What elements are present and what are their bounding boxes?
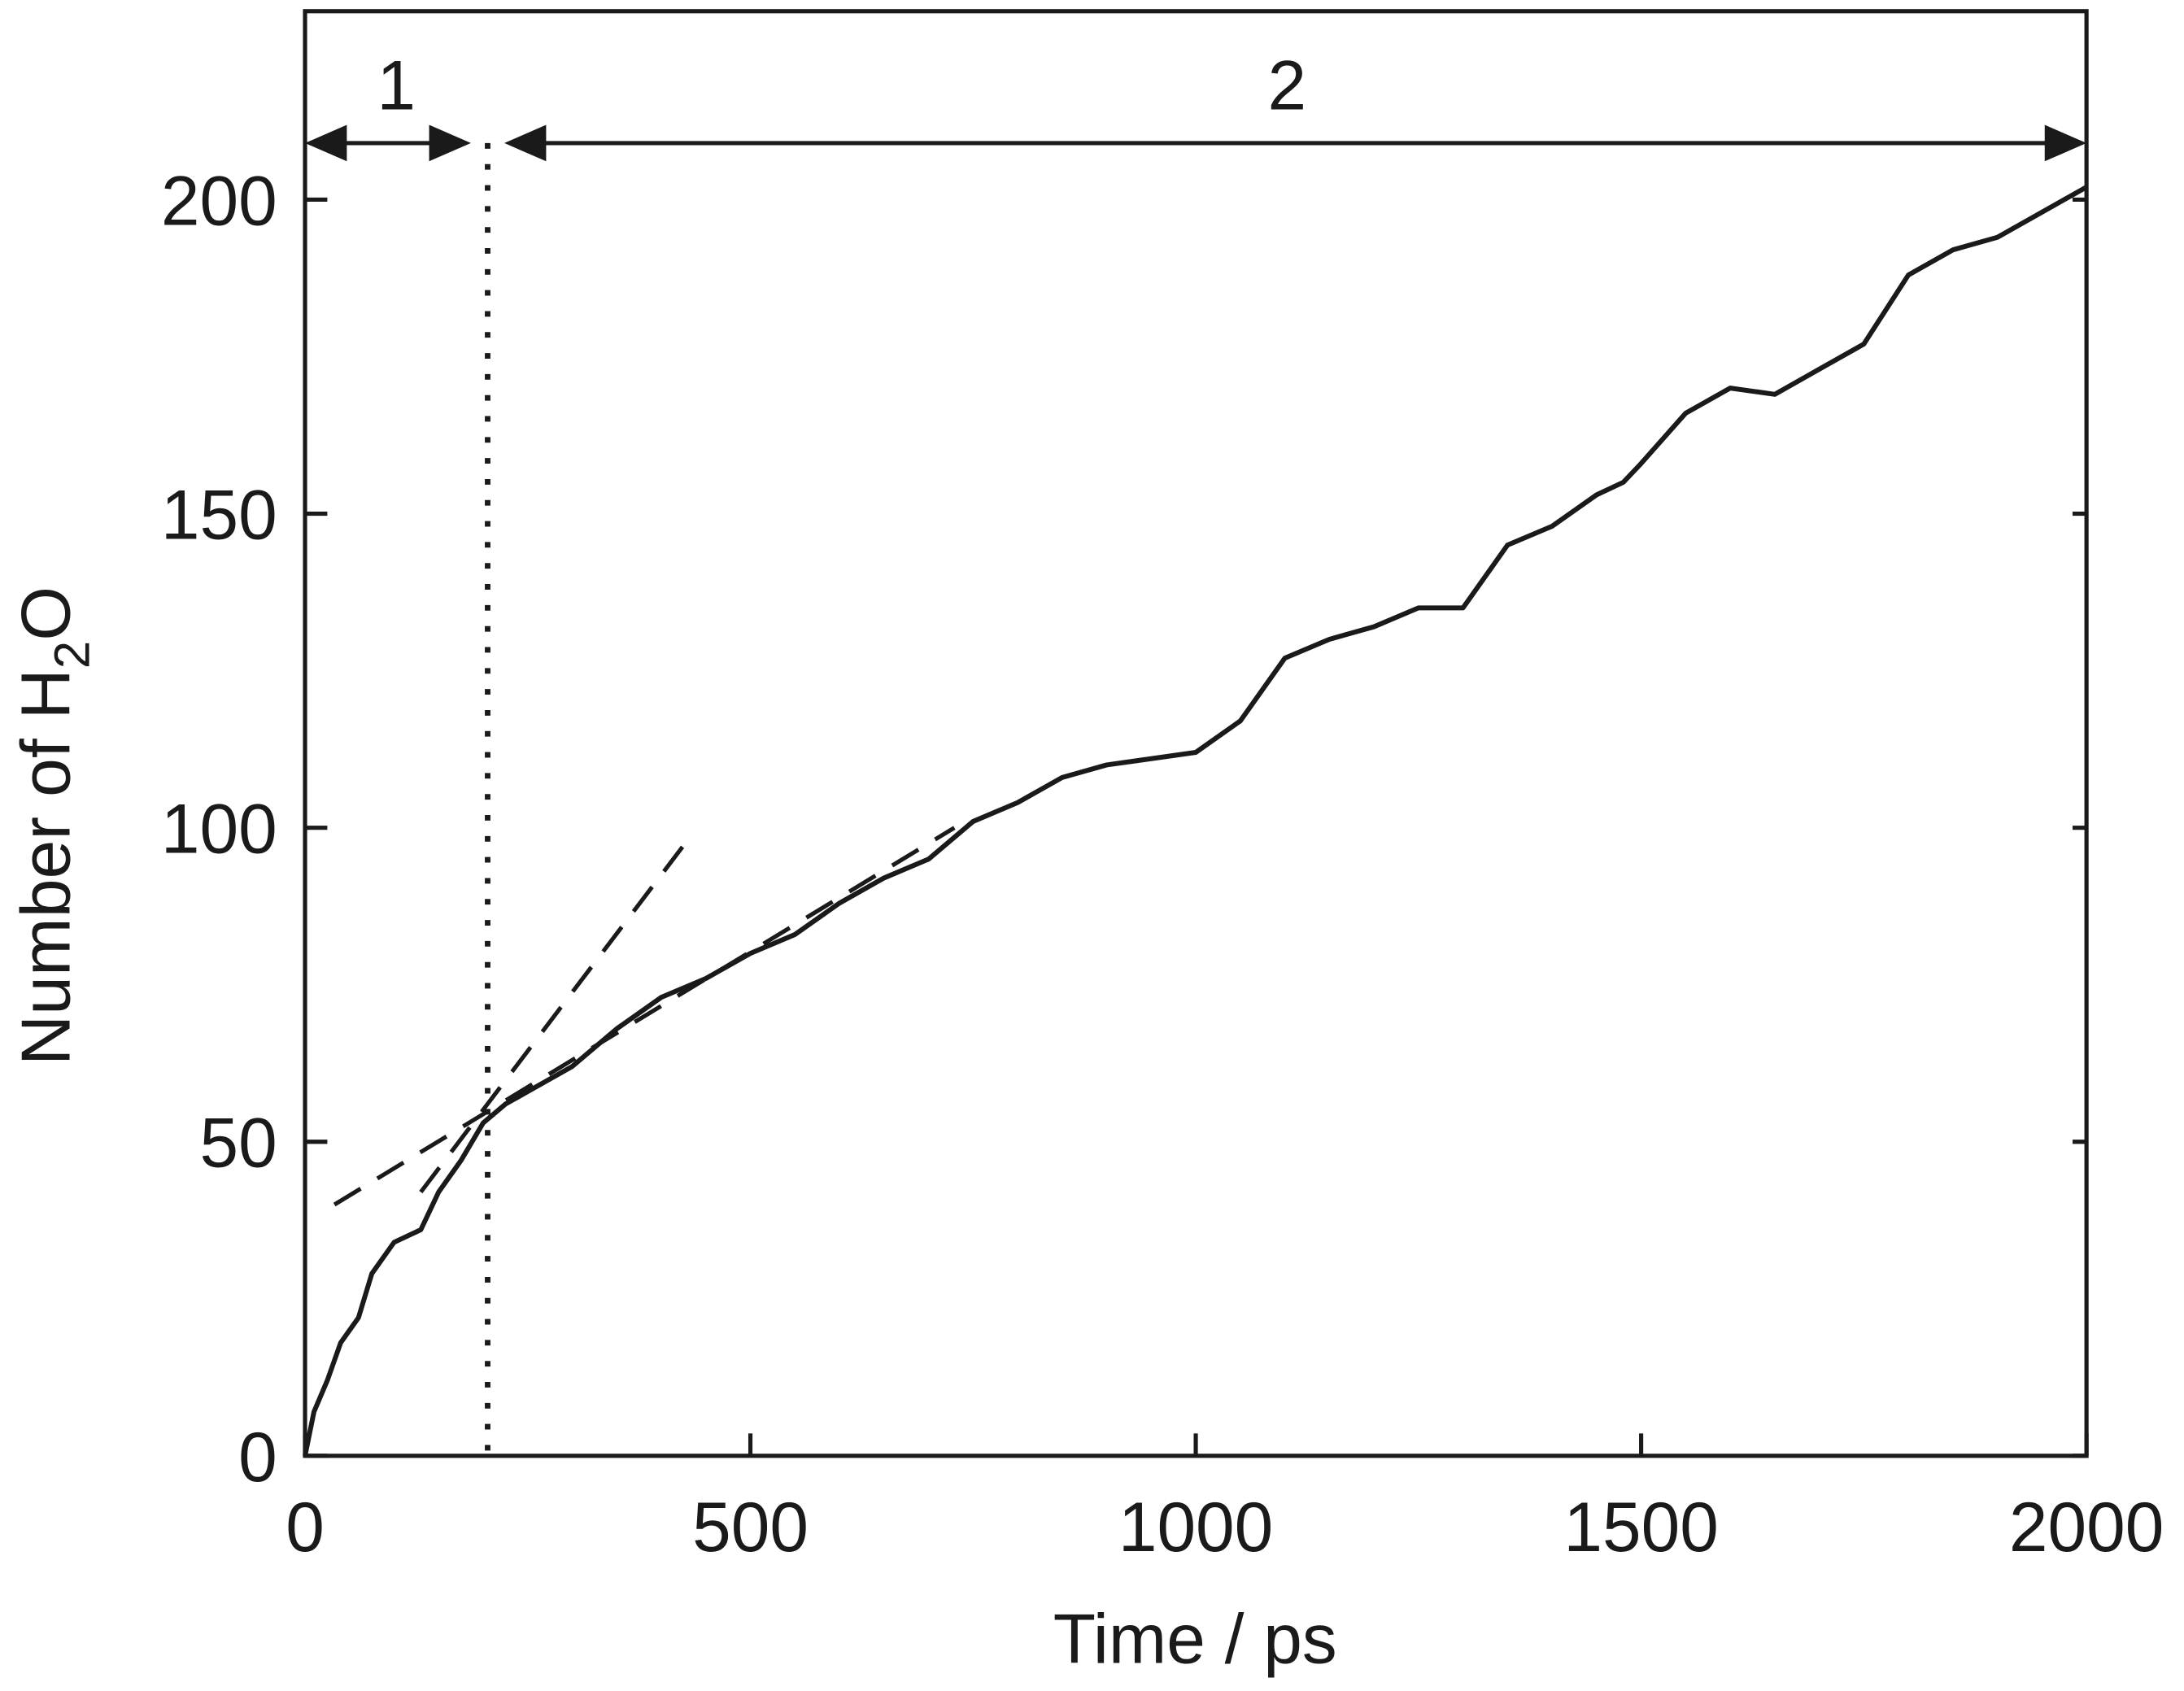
x-tick-label: 1000 bbox=[1118, 1488, 1273, 1567]
y-axis-title: Number of H2O bbox=[7, 586, 101, 1066]
x-tick-label: 1500 bbox=[1563, 1488, 1718, 1567]
fit-line bbox=[333, 826, 956, 1207]
arrow-head bbox=[2044, 124, 2087, 162]
y-tick-label: 100 bbox=[161, 790, 277, 868]
x-tick-label: 500 bbox=[692, 1488, 809, 1567]
region-label: 1 bbox=[377, 46, 416, 124]
arrow-head bbox=[429, 124, 471, 162]
arrow-head bbox=[504, 124, 547, 162]
y-tick-label: 50 bbox=[200, 1105, 277, 1183]
y-axis-title-main: Number of H bbox=[7, 669, 85, 1066]
y-tick-label: 0 bbox=[238, 1419, 277, 1497]
plot-frame bbox=[303, 9, 2089, 1458]
data-line bbox=[303, 185, 2088, 1457]
y-axis-title-tail: O bbox=[7, 586, 85, 641]
y-tick-label: 150 bbox=[161, 476, 277, 554]
y-axis-title-sub: 2 bbox=[45, 641, 101, 669]
fit-line bbox=[419, 845, 685, 1194]
region-label: 2 bbox=[1268, 46, 1307, 124]
x-tick-label: 2000 bbox=[2009, 1488, 2164, 1567]
x-tick-label: 0 bbox=[286, 1488, 325, 1567]
y-tick-label: 200 bbox=[161, 162, 277, 240]
x-axis-title: Time / ps bbox=[1053, 1600, 1337, 1678]
arrow-head bbox=[305, 124, 347, 162]
